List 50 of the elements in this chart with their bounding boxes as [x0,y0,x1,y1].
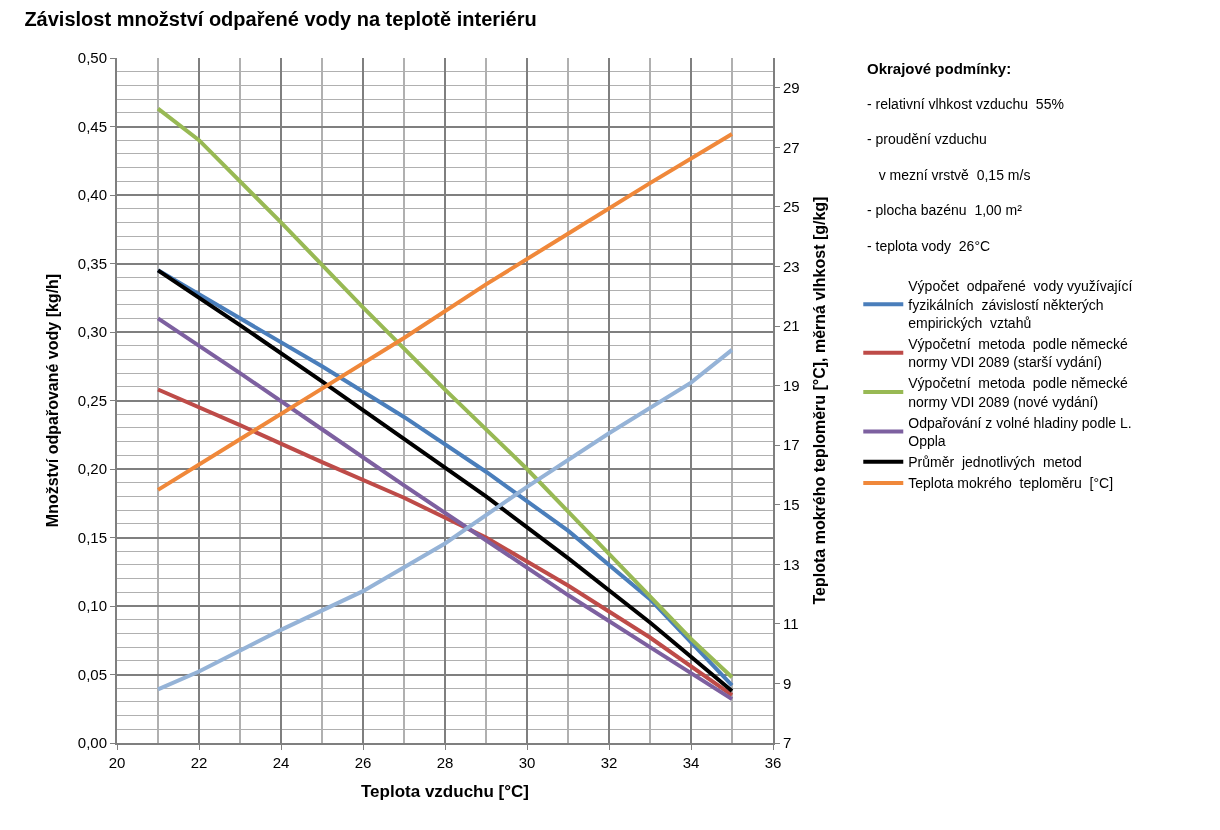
x-tick-label: 30 [518,754,536,771]
y-tick-label: 0,25 [77,391,107,409]
y-tick-label: 0,05 [77,665,107,683]
legend-label: Výpočetní metoda podle německé normy VDI 2089 (starší vydání) [908,336,1128,371]
x-tick-label: 22 [190,754,208,771]
y2-tick-label: 11 [783,615,799,633]
legend-label: Odpařování z volné hladiny podle L. Oppla [908,414,1132,450]
text: - relativní vlhkost vzduchu 55% [867,96,1064,112]
y-axis-title: Množství odpařované vody [kg/h] [44,273,62,528]
y2-tick-label: 7 [783,734,792,752]
y2-tick-label: 27 [783,138,800,156]
legend-label: Průměr jednotlivých metod [908,454,1082,471]
y2-tick-label: 9 [783,674,792,692]
y-tick-label: 0,35 [77,254,107,272]
line-series [156,106,734,680]
text: - proudění vzduchu [867,131,987,147]
y-tick-label: 0,20 [77,460,107,478]
y2-axis-title: Teplota mokrého teploměru [°C], měrná vlhkost [g/kg] [810,196,828,605]
y2-tick-label: 17 [783,436,800,454]
x-tick-label: 36 [764,754,782,771]
y-tick-label: 0,30 [77,323,107,341]
text: Okrajové podmínky: [867,60,1012,77]
x-tick-label: 24 [272,754,290,771]
legend-label: Výpočetní metoda podle německé normy VDI 2089 (nové vydání) [908,375,1128,410]
line-series [156,131,734,492]
legend-label: Výpočet odpařené vody využívající fyzikálních závislostí některých empirických vztahů [908,278,1133,331]
y-tick-label: 0,00 [77,734,107,752]
y-tick-label: 0,15 [77,528,107,546]
y2-tick-label: 13 [783,555,800,573]
y2-tick-label: 15 [783,495,800,513]
y2-tick-label: 21 [783,317,800,335]
y-tick-label: 0,45 [77,117,107,135]
x-axis-title: Teplota vzduchu [°C] [361,781,529,801]
y2-tick-label: 29 [783,79,800,97]
x-tick-label: 32 [600,754,618,771]
x-tick-label: 34 [682,754,700,771]
y-tick-label: 0,10 [77,597,107,615]
chart-title: Závislost množství odpařené vody na teplotě interiéru [24,8,537,31]
legend-label: Teplota mokrého teploměru [°C] [908,475,1114,492]
text: - plocha bazénu 1,00 m² [867,202,1023,218]
text: v mezní vrstvě 0,15 m/s [867,167,1031,183]
y2-tick-label: 25 [783,198,800,216]
y-tick-label: 0,40 [77,186,107,204]
y2-tick-label: 23 [783,257,800,275]
x-tick-label: 26 [354,754,372,771]
y-tick-label: 0,50 [77,49,107,67]
y2-tick-label: 19 [783,376,800,394]
text: - teplota vody 26°C [867,238,991,254]
x-tick-label: 20 [108,754,126,771]
x-tick-label: 28 [436,754,454,771]
